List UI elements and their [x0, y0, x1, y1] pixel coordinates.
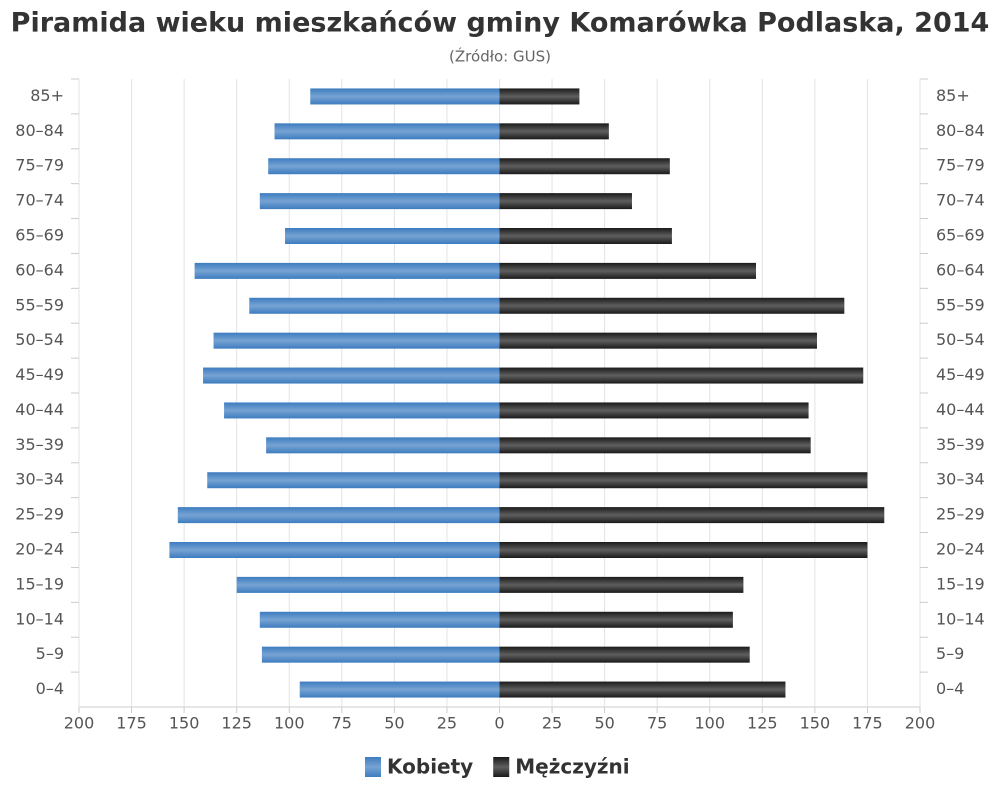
bar-shine	[259, 611, 500, 628]
bar-shine	[499, 507, 885, 524]
x-tick-label: 125	[747, 714, 778, 733]
category-label: 70–74	[936, 191, 985, 210]
x-tick-label: 25	[437, 714, 457, 733]
category-label: 55–59	[936, 295, 985, 314]
bar-shine	[499, 472, 868, 489]
x-tick-label: 200	[905, 714, 936, 733]
bar-shine	[203, 367, 500, 384]
x-tick-label: 100	[694, 714, 725, 733]
category-label: 25–29	[15, 505, 64, 524]
bar-shine	[499, 88, 580, 105]
bar-shine	[499, 123, 609, 140]
bar-shine	[499, 228, 672, 244]
legend-label: Mężczyźni	[515, 755, 629, 779]
x-tick-label: 25	[542, 714, 562, 733]
category-label: 20–24	[15, 540, 64, 559]
category-label: 80–84	[936, 121, 985, 140]
category-label: 85+	[936, 86, 970, 105]
bar-shine	[207, 472, 500, 489]
bar-shine	[499, 611, 733, 628]
bar-shine	[499, 681, 786, 698]
bar-shine	[261, 646, 500, 663]
category-label: 5–9	[36, 644, 64, 663]
category-label: 30–34	[936, 470, 985, 489]
category-label: 65–69	[15, 226, 64, 245]
category-label: 35–39	[15, 435, 64, 454]
bar-shine	[274, 123, 500, 140]
x-tick-label: 175	[116, 714, 147, 733]
category-label: 55–59	[15, 295, 64, 314]
category-label: 45–49	[936, 365, 985, 384]
bar-shine	[499, 646, 750, 663]
bar-shine	[268, 158, 500, 175]
category-label: 75–79	[936, 156, 985, 175]
x-tick-label: 100	[274, 714, 305, 733]
category-label: 70–74	[15, 191, 64, 210]
x-tick-label: 0	[494, 714, 504, 733]
category-label: 0–4	[36, 679, 64, 698]
category-label: 50–54	[936, 330, 985, 349]
bar-shine	[169, 542, 500, 558]
x-tick-label: 125	[221, 714, 252, 733]
chart-subtitle: (Źródło: GUS)	[449, 47, 551, 66]
bar-shine	[266, 437, 500, 454]
category-label: 20–24	[936, 540, 985, 559]
bar-shine	[499, 158, 670, 175]
bar-shine	[299, 681, 500, 698]
legend-swatch-shine	[493, 757, 510, 777]
bar-shine	[499, 193, 632, 210]
legend-label: Kobiety	[387, 755, 473, 779]
category-label: 30–34	[15, 470, 64, 489]
category-label: 85+	[30, 86, 64, 105]
category-label: 75–79	[15, 156, 64, 175]
category-label: 10–14	[15, 609, 64, 628]
category-label: 25–29	[936, 505, 985, 524]
legend-swatch-shine	[365, 757, 381, 777]
x-tick-label: 150	[800, 714, 831, 733]
x-tick-label: 50	[594, 714, 614, 733]
chart-title: Piramida wieku mieszkańców gminy Komarów…	[11, 8, 990, 39]
category-label: 0–4	[936, 679, 964, 698]
category-label: 65–69	[936, 226, 985, 245]
category-label: 40–44	[936, 400, 985, 419]
category-label: 45–49	[15, 365, 64, 384]
bar-shine	[236, 576, 500, 593]
bar-shine	[285, 228, 500, 244]
x-tick-label: 175	[852, 714, 883, 733]
category-label: 60–64	[936, 260, 985, 279]
category-label: 50–54	[15, 330, 64, 349]
bar-shine	[249, 297, 500, 314]
bar-shine	[499, 402, 809, 419]
category-label: 15–19	[15, 574, 64, 593]
category-label: 40–44	[15, 400, 64, 419]
x-tick-label: 75	[332, 714, 352, 733]
bar-shine	[499, 262, 757, 279]
bar-shine	[499, 297, 845, 314]
category-label: 35–39	[936, 435, 985, 454]
x-tick-label: 150	[169, 714, 200, 733]
x-tick-label: 200	[64, 714, 95, 733]
category-label: 10–14	[936, 609, 985, 628]
bar-shine	[194, 262, 500, 279]
bar-shine	[213, 332, 500, 349]
category-label: 60–64	[15, 260, 64, 279]
bar-shine	[499, 332, 817, 349]
bar-shine	[310, 88, 500, 105]
category-label: 15–19	[936, 574, 985, 593]
x-tick-label: 50	[384, 714, 404, 733]
bar-shine	[224, 402, 500, 419]
bar-shine	[499, 367, 864, 384]
category-label: 80–84	[15, 121, 64, 140]
bar-shine	[499, 437, 811, 454]
bar-shine	[499, 542, 868, 558]
bar-shine	[499, 576, 744, 593]
bar-shine	[177, 507, 500, 524]
x-tick-label: 75	[647, 714, 667, 733]
category-label: 5–9	[936, 644, 964, 663]
bar-shine	[259, 193, 500, 210]
